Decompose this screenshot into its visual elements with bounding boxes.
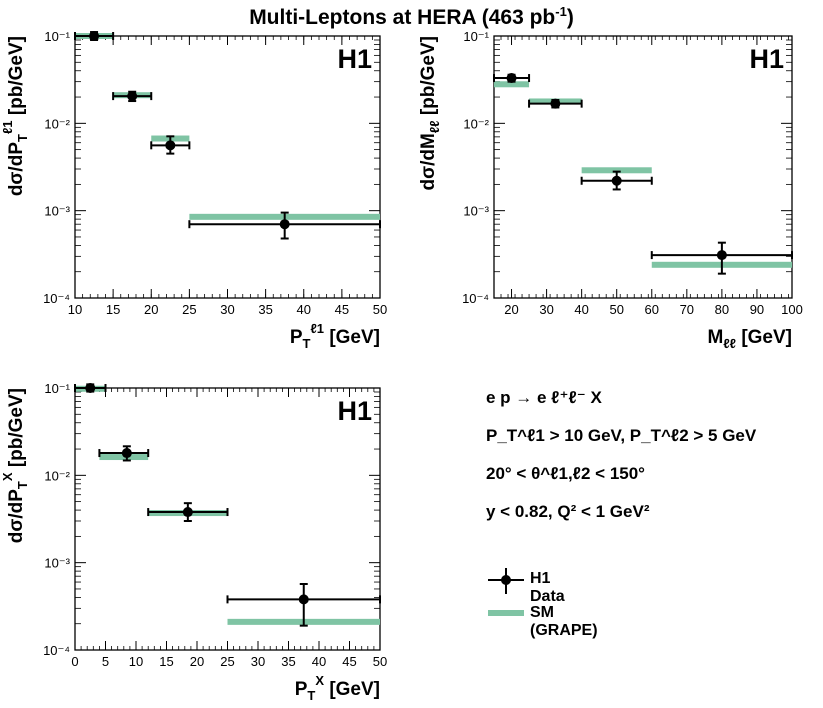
x-tick-label: 50 [373, 302, 387, 317]
data-point [127, 91, 138, 102]
y-tick-label: 10⁻² [44, 116, 70, 131]
x-tick-label: 60 [645, 302, 659, 317]
plot-frame [74, 387, 381, 651]
plot-frame [493, 35, 793, 299]
x-tick-label: 15 [106, 302, 120, 317]
title-sup: -1 [555, 4, 567, 19]
y-tick-label: 10⁻² [44, 468, 70, 483]
x-tick-label: 20 [504, 302, 518, 317]
sm-band [581, 167, 652, 174]
cut-y-q2: y < 0.82, Q² < 1 GeV² [486, 502, 650, 521]
y-tick-label: 10⁻⁴ [43, 291, 70, 306]
data-point [89, 31, 100, 41]
x-tick-label: 100 [781, 302, 803, 317]
cut-process: e p → e ℓ⁺ℓ⁻ X [486, 388, 602, 407]
data-point [506, 73, 517, 84]
data-point [550, 98, 561, 109]
x-axis-title: PTℓ1 [GeV] [290, 321, 380, 351]
legend-data-label: H1 Data [530, 570, 565, 605]
data-point [611, 175, 622, 186]
y-tick-label: 10⁻³ [44, 556, 70, 571]
y-tick-label: 10⁻⁴ [462, 291, 489, 306]
x-axis-title: Mℓℓ [GeV] [708, 327, 793, 351]
y-tick-label: 10⁻¹ [44, 381, 70, 396]
x-tick-label: 90 [750, 302, 764, 317]
data-point [279, 219, 290, 230]
x-tick-label: 20 [190, 654, 204, 669]
data-point [165, 140, 176, 151]
y-axis-title: dσ/dMℓℓ [pb/GeV] [418, 36, 442, 191]
data-point [182, 507, 193, 518]
data-point [85, 383, 96, 393]
title-close: ) [566, 6, 574, 29]
y-axis-title: dσ/dPTX [pb/GeV] [0, 388, 30, 543]
x-tick-label: 20 [144, 302, 158, 317]
data-point [298, 594, 309, 605]
y-axis-title: dσ/dPTℓ1 [pb/GeV] [0, 36, 30, 196]
data-point [716, 250, 727, 261]
x-tick-label: 40 [574, 302, 588, 317]
y-tick-label: 10⁻³ [463, 204, 489, 219]
y-tick-label: 10⁻² [463, 116, 489, 131]
y-tick-label: 10⁻³ [44, 204, 70, 219]
x-tick-label: 30 [251, 654, 265, 669]
x-tick-label: 25 [182, 302, 196, 317]
x-tick-label: 50 [609, 302, 623, 317]
x-tick-label: 45 [335, 302, 349, 317]
chart-panel-3: 0 5 10 15 20 25 30 35 40 45 50 10⁻⁴ 10⁻³ 10⁻² 10⁻¹ H1 PT… [0, 381, 387, 703]
x-tick-label: 30 [539, 302, 553, 317]
figure-title: Multi-Leptons at HERA (463 pb-1) [0, 4, 823, 30]
x-tick-label: 40 [312, 654, 326, 669]
x-tick-label: 10 [129, 654, 143, 669]
legend-sm-label: SM (GRAPE) [530, 604, 598, 639]
sm-band [99, 454, 149, 461]
x-tick-label: 45 [342, 654, 356, 669]
chart-panel-2: 20 30 40 50 60 70 80 90 100 10⁻⁴ 10⁻³ 10⁻² 10⁻¹ H1 Mℓℓ… [418, 29, 803, 351]
x-tick-label: 0 [71, 654, 78, 669]
data-point [121, 448, 132, 459]
x-tick-label: 15 [159, 654, 173, 669]
panel-label: H1 [337, 44, 372, 74]
y-tick-label: 10⁻¹ [463, 29, 489, 44]
plot-frame [74, 35, 381, 299]
x-tick-label: 50 [373, 654, 387, 669]
y-tick-label: 10⁻¹ [44, 29, 70, 44]
legend-data-marker [488, 568, 524, 594]
panel-label: H1 [337, 396, 372, 426]
x-axis-title: PTX [GeV] [295, 673, 380, 703]
cut-theta: 20° < θ^ℓ1,ℓ2 < 150° [486, 464, 645, 483]
sm-band [494, 81, 530, 88]
x-tick-label: 5 [102, 654, 109, 669]
cut-pt: P_T^ℓ1 > 10 GeV, P_T^ℓ2 > 5 GeV [486, 426, 757, 445]
x-tick-label: 25 [220, 654, 234, 669]
panel-label: H1 [749, 44, 784, 74]
x-tick-label: 10 [68, 302, 82, 317]
selection-cuts: e p → e ℓ⁺ℓ⁻ X P_T^ℓ1 > 10 GeV, P_T^ℓ2 >… [486, 388, 756, 540]
x-tick-label: 70 [680, 302, 694, 317]
x-tick-label: 35 [258, 302, 272, 317]
legend-sm-marker [488, 610, 524, 616]
x-tick-label: 35 [281, 654, 295, 669]
x-tick-label: 40 [297, 302, 311, 317]
chart-panel-1: 10 15 20 25 30 35 40 45 50 10⁻⁴ 10⁻³ 10⁻² 10⁻¹ H1 PTℓ1… [0, 29, 387, 351]
x-tick-label: 30 [220, 302, 234, 317]
y-tick-label: 10⁻⁴ [43, 643, 70, 658]
title-text: Multi-Leptons at HERA (463 pb [249, 6, 556, 29]
x-tick-label: 80 [715, 302, 729, 317]
